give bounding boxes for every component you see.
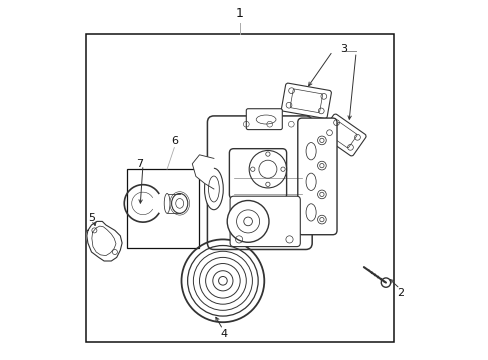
- Polygon shape: [192, 155, 213, 189]
- Text: 2: 2: [397, 288, 404, 298]
- Text: 1: 1: [235, 7, 243, 20]
- Text: 6: 6: [170, 136, 178, 146]
- Bar: [127, 169, 199, 248]
- FancyBboxPatch shape: [290, 89, 322, 113]
- Bar: [86, 34, 393, 342]
- FancyBboxPatch shape: [229, 149, 286, 199]
- Text: 5: 5: [88, 213, 95, 223]
- Ellipse shape: [204, 168, 223, 210]
- FancyBboxPatch shape: [297, 118, 336, 235]
- Polygon shape: [92, 226, 116, 256]
- FancyBboxPatch shape: [207, 116, 311, 249]
- FancyBboxPatch shape: [329, 122, 356, 148]
- Ellipse shape: [305, 173, 316, 190]
- FancyBboxPatch shape: [281, 83, 331, 118]
- FancyBboxPatch shape: [246, 109, 282, 130]
- Circle shape: [227, 201, 268, 242]
- Ellipse shape: [305, 204, 316, 221]
- FancyBboxPatch shape: [320, 114, 366, 156]
- Text: 4: 4: [220, 329, 227, 339]
- Text: 7: 7: [136, 159, 143, 169]
- Ellipse shape: [305, 143, 316, 160]
- Polygon shape: [87, 221, 122, 261]
- Ellipse shape: [164, 194, 170, 213]
- Text: 3: 3: [339, 44, 346, 54]
- FancyBboxPatch shape: [230, 196, 300, 247]
